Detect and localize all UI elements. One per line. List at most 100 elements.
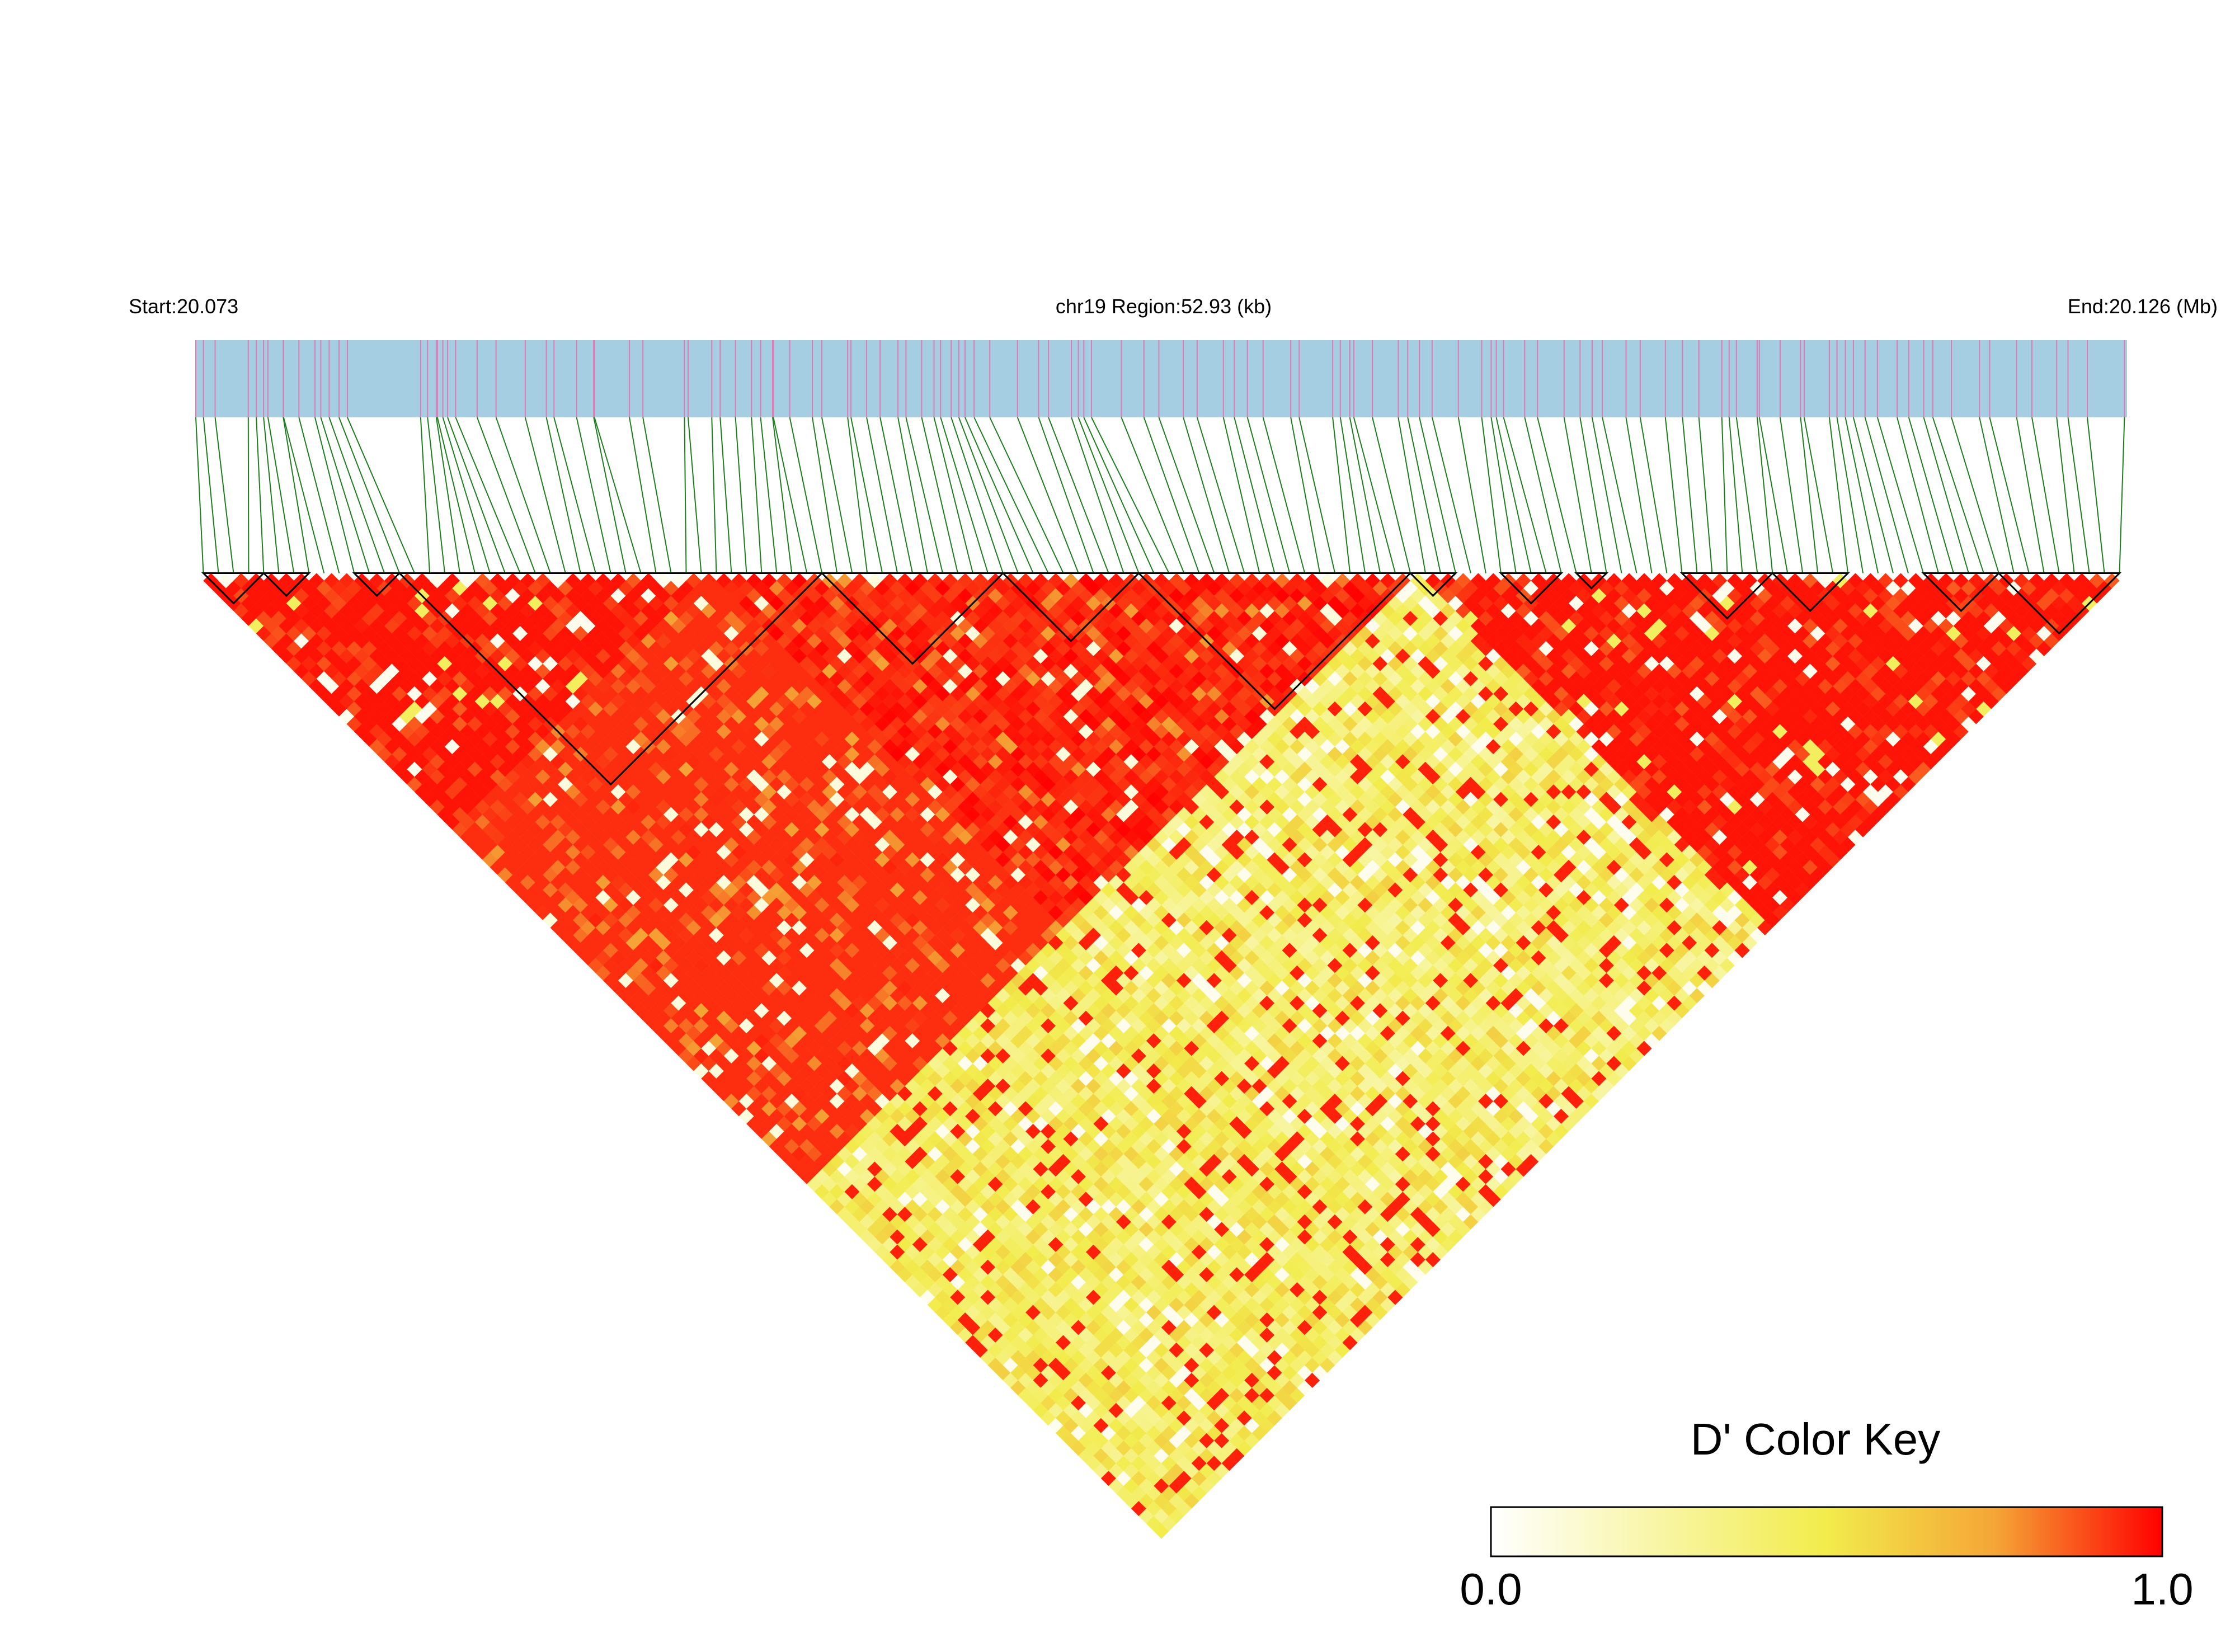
snp-connector bbox=[1897, 417, 1939, 573]
snp-connector bbox=[751, 417, 763, 573]
ld-cells bbox=[203, 573, 2120, 1539]
snp-connector bbox=[420, 417, 431, 573]
snp-connector bbox=[1490, 417, 1517, 573]
snp-connector bbox=[1332, 417, 1351, 573]
snp-connector bbox=[1038, 417, 1094, 573]
snp-connector bbox=[1407, 417, 1441, 573]
snp-connector bbox=[1017, 417, 1079, 573]
snp-connector bbox=[427, 417, 445, 573]
snp-connector bbox=[2119, 417, 2125, 573]
snp-connector bbox=[973, 417, 1049, 573]
snp-connector bbox=[320, 417, 370, 573]
snp-connector bbox=[1852, 417, 1894, 573]
snp-connector bbox=[247, 417, 250, 573]
snp-connector bbox=[772, 417, 793, 573]
snp-connector bbox=[1800, 417, 1819, 573]
snp-connector bbox=[850, 417, 883, 573]
snp-connector bbox=[1698, 417, 1713, 573]
snp-connector bbox=[1932, 417, 1984, 573]
snp-connector bbox=[214, 417, 234, 573]
snp-connector bbox=[735, 417, 747, 573]
snp-connector bbox=[283, 417, 310, 573]
snp-connector bbox=[338, 417, 401, 573]
snp-connector bbox=[447, 417, 506, 573]
snp-connector bbox=[1923, 417, 1969, 573]
snp-connector bbox=[1758, 417, 1789, 573]
snp-connector bbox=[1951, 417, 1999, 573]
snp-connector bbox=[1048, 417, 1109, 573]
snp-connector bbox=[553, 417, 596, 573]
snp-connectors bbox=[195, 417, 2125, 573]
snp-ticks bbox=[195, 340, 2125, 417]
region-end-label: End:20.126 (Mb) bbox=[2068, 295, 2218, 318]
snp-connector bbox=[879, 417, 913, 573]
snp-connector bbox=[629, 417, 657, 573]
gene-track bbox=[195, 340, 2127, 417]
snp-connector bbox=[1728, 417, 1743, 573]
snp-connector bbox=[1828, 417, 1849, 573]
snp-connector bbox=[1091, 417, 1170, 573]
snp-connector bbox=[1524, 417, 1562, 573]
region-title-label: chr19 Region:52.93 (kb) bbox=[1056, 295, 1272, 318]
snp-connector bbox=[476, 417, 536, 573]
snp-connector bbox=[1625, 417, 1653, 573]
snp-connector bbox=[1682, 417, 1698, 573]
snp-connector bbox=[940, 417, 989, 573]
snp-connector bbox=[719, 417, 732, 573]
snp-connector bbox=[1290, 417, 1321, 573]
snp-connector bbox=[958, 417, 1019, 573]
region-start-label: Start:20.073 bbox=[129, 295, 238, 318]
snp-connector bbox=[593, 417, 627, 573]
snp-connector bbox=[1864, 417, 1909, 573]
snp-connector bbox=[897, 417, 928, 573]
snp-connector bbox=[1495, 417, 1532, 573]
snp-connector bbox=[1353, 417, 1396, 573]
snp-connector bbox=[442, 417, 491, 573]
snp-connector bbox=[1481, 417, 1502, 573]
snp-connector bbox=[687, 417, 702, 573]
snp-connector bbox=[314, 417, 355, 573]
snp-connector bbox=[2087, 417, 2105, 573]
snp-connector bbox=[1591, 417, 1622, 573]
snp-connector bbox=[812, 417, 838, 573]
snp-connector bbox=[684, 417, 687, 573]
snp-connector bbox=[905, 417, 943, 573]
snp-connector bbox=[1979, 417, 2015, 573]
snp-connector bbox=[1563, 417, 1592, 573]
snp-connector bbox=[1143, 417, 1200, 573]
snp-connector bbox=[760, 417, 778, 573]
snp-connector bbox=[1845, 417, 1879, 573]
snp-connector bbox=[2031, 417, 2060, 573]
snp-connector bbox=[495, 417, 551, 573]
snp-connector bbox=[1349, 417, 1381, 573]
snp-connector bbox=[1503, 417, 1547, 573]
snp-connector bbox=[1779, 417, 1804, 573]
snp-connector bbox=[1602, 417, 1638, 573]
snp-connector bbox=[1372, 417, 1411, 573]
snp-connector bbox=[773, 417, 808, 573]
snp-connector bbox=[1246, 417, 1291, 573]
snp-connector bbox=[195, 417, 204, 573]
snp-connector bbox=[2067, 417, 2090, 573]
snp-connector bbox=[989, 417, 1064, 573]
snp-connector bbox=[1234, 417, 1276, 573]
snp-connector bbox=[545, 417, 581, 573]
snp-connector bbox=[933, 417, 973, 573]
snp-connector bbox=[298, 417, 340, 573]
snp-connector bbox=[1419, 417, 1456, 573]
snp-connector bbox=[1083, 417, 1155, 573]
snp-connector bbox=[1398, 417, 1426, 573]
snp-connector bbox=[1457, 417, 1486, 573]
snp-connector bbox=[1431, 417, 1471, 573]
snp-connector bbox=[1222, 417, 1260, 573]
snp-connector bbox=[1262, 417, 1306, 573]
snp-connector bbox=[594, 417, 642, 573]
snp-connector bbox=[1735, 417, 1758, 573]
snp-connector bbox=[267, 417, 295, 573]
gene-track-bar bbox=[196, 340, 2127, 417]
snp-connector bbox=[1071, 417, 1124, 573]
snp-connector bbox=[263, 417, 280, 573]
snp-connector bbox=[1537, 417, 1577, 573]
snp-connector bbox=[642, 417, 672, 573]
